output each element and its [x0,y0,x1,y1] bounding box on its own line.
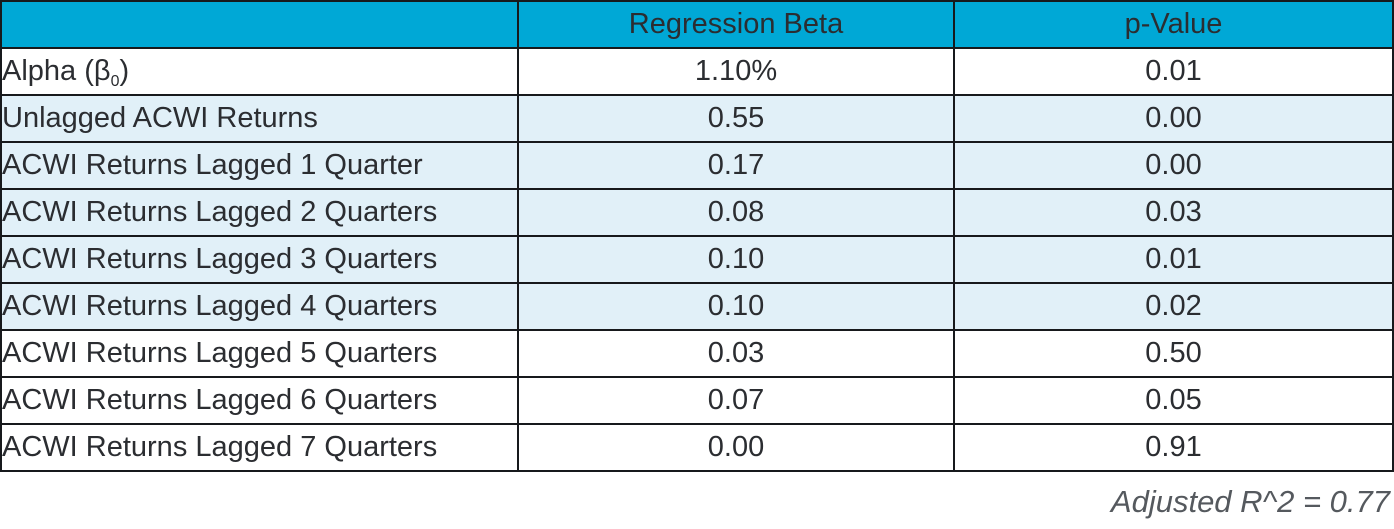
row-label: ACWI Returns Lagged 2 Quarters [0,188,519,237]
regression-table: Regression Beta p-Value Alpha (β0) 1.10% 0… [0,0,1394,472]
header-cell-regression-beta: Regression Beta [517,0,955,49]
p-value: 0.01 [953,235,1394,284]
header-cell-empty [0,0,519,49]
regression-beta-value: 0.03 [517,329,955,378]
row-label: ACWI Returns Lagged 3 Quarters [0,235,519,284]
regression-beta-value: 0.08 [517,188,955,237]
regression-beta-value: 0.10 [517,282,955,331]
p-value: 0.91 [953,423,1394,472]
adjusted-r-squared-note: Adjusted R^2 = 0.77 [1110,484,1390,519]
table-row: ACWI Returns Lagged 5 Quarters 0.03 0.50 [0,329,1394,378]
p-value: 0.05 [953,376,1394,425]
p-value: 0.00 [953,94,1394,143]
table-header-row: Regression Beta p-Value [0,0,1394,49]
p-value: 0.03 [953,188,1394,237]
row-label: Unlagged ACWI Returns [0,94,519,143]
beta-subscript: 0 [110,73,120,91]
regression-beta-value: 1.10% [517,47,955,96]
header-cell-p-value: p-Value [953,0,1394,49]
row-label: Alpha (β0) [0,47,519,96]
table-row: ACWI Returns Lagged 7 Quarters 0.00 0.91 [0,423,1394,472]
table-row: ACWI Returns Lagged 2 Quarters 0.08 0.03 [0,188,1394,237]
regression-beta-value: 0.55 [517,94,955,143]
row-label: ACWI Returns Lagged 7 Quarters [0,423,519,472]
table-row: ACWI Returns Lagged 1 Quarter 0.17 0.00 [0,141,1394,190]
p-value: 0.02 [953,282,1394,331]
p-value: 0.00 [953,141,1394,190]
row-label: ACWI Returns Lagged 1 Quarter [0,141,519,190]
table-body: Alpha (β0) 1.10% 0.01 Unlagged ACWI Returns… [0,47,1394,472]
p-value: 0.50 [953,329,1394,378]
row-label: ACWI Returns Lagged 5 Quarters [0,329,519,378]
row-label: ACWI Returns Lagged 4 Quarters [0,282,519,331]
table-row: Alpha (β0) 1.10% 0.01 [0,47,1394,96]
table-row: ACWI Returns Lagged 4 Quarters 0.10 0.02 [0,282,1394,331]
table-row: ACWI Returns Lagged 6 Quarters 0.07 0.05 [0,376,1394,425]
regression-beta-value: 0.00 [517,423,955,472]
regression-beta-value: 0.10 [517,235,955,284]
row-label: ACWI Returns Lagged 6 Quarters [0,376,519,425]
regression-beta-value: 0.07 [517,376,955,425]
table-row: ACWI Returns Lagged 3 Quarters 0.10 0.01 [0,235,1394,284]
table-row: Unlagged ACWI Returns 0.55 0.00 [0,94,1394,143]
p-value: 0.01 [953,47,1394,96]
regression-beta-value: 0.17 [517,141,955,190]
